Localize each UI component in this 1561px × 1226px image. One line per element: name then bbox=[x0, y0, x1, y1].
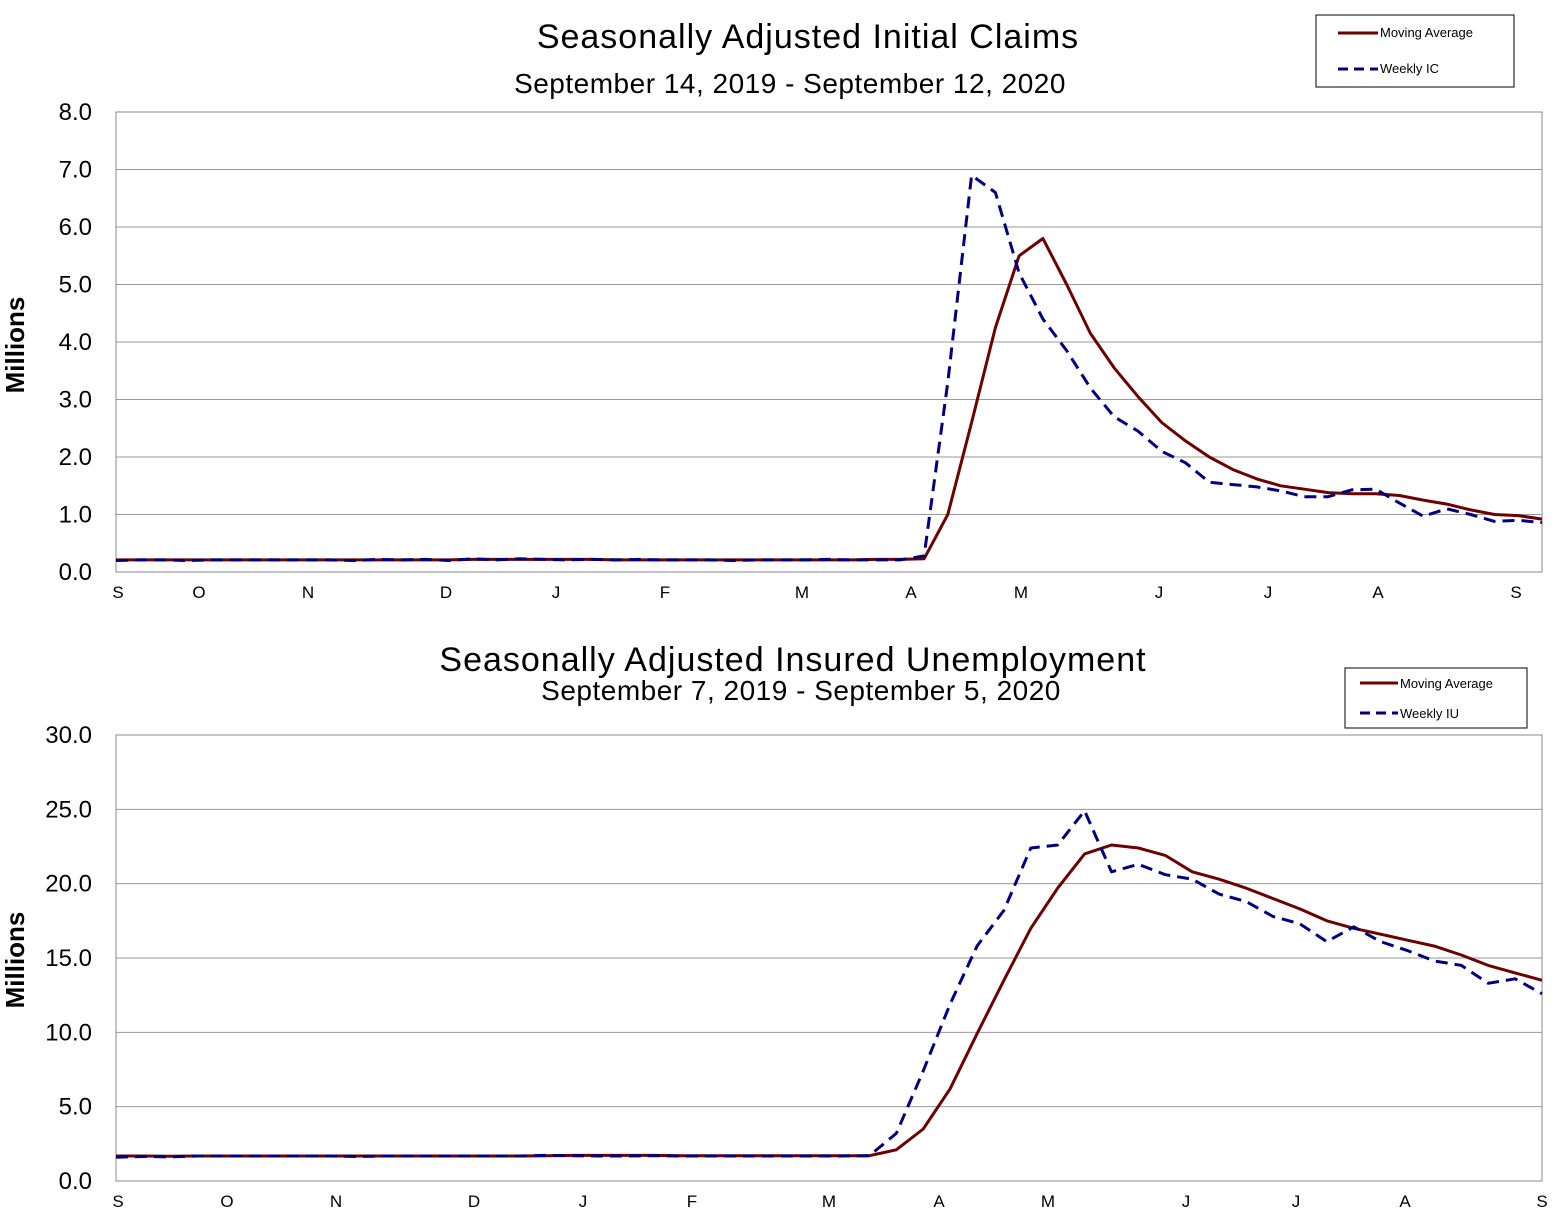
x-tick-label: J bbox=[579, 1192, 588, 1211]
x-tick-label: J bbox=[1292, 1192, 1301, 1211]
legend: Moving Average Weekly IC bbox=[1315, 14, 1515, 88]
gridlines bbox=[116, 808, 1542, 1108]
y-tick-labels: 0.0 1.0 2.0 3.0 4.0 5.0 6.0 7.0 8.0 bbox=[59, 99, 92, 586]
chart-subtitle: September 7, 2019 - September 5, 2020 bbox=[541, 675, 1061, 706]
y-tick-label: 7.0 bbox=[59, 157, 92, 184]
legend-box bbox=[1344, 667, 1528, 729]
legend-label-moving-average: Moving Average bbox=[1400, 676, 1493, 691]
y-tick-label: 10.0 bbox=[45, 1019, 92, 1046]
x-tick-label: M bbox=[1041, 1192, 1055, 1211]
y-axis-label: Millions bbox=[0, 912, 30, 1009]
x-tick-label: J bbox=[1264, 583, 1273, 602]
x-tick-label: A bbox=[905, 583, 917, 602]
legend-box bbox=[1315, 14, 1515, 88]
y-tick-label: 20.0 bbox=[45, 871, 92, 898]
series-line-weekly-ic bbox=[115, 173, 1543, 562]
chart-insured-unemployment: Seasonally Adjusted Insured Unemployment… bbox=[0, 641, 1548, 1211]
x-tick-label: J bbox=[1182, 1192, 1191, 1211]
x-tick-label: M bbox=[795, 583, 809, 602]
gridlines bbox=[116, 169, 1542, 515]
y-tick-label: 4.0 bbox=[59, 329, 92, 356]
legend-label-weekly-ic: Weekly IC bbox=[1380, 61, 1439, 76]
x-tick-label: A bbox=[1399, 1192, 1411, 1211]
y-tick-label: 25.0 bbox=[45, 796, 92, 823]
y-tick-label: 5.0 bbox=[59, 1094, 92, 1121]
y-tick-label: 30.0 bbox=[45, 722, 92, 749]
x-tick-label: F bbox=[687, 1192, 697, 1211]
x-tick-label: D bbox=[468, 1192, 480, 1211]
y-tick-label: 5.0 bbox=[59, 272, 92, 299]
y-tick-label: 6.0 bbox=[59, 214, 92, 241]
x-tick-label: S bbox=[112, 583, 123, 602]
x-tick-label: M bbox=[1014, 583, 1028, 602]
y-tick-label: 0.0 bbox=[59, 559, 92, 586]
x-tick-label: S bbox=[1510, 583, 1521, 602]
series-line-weekly-iu bbox=[115, 809, 1543, 1159]
x-tick-label: D bbox=[440, 583, 452, 602]
chart-title: Seasonally Adjusted Initial Claims bbox=[537, 18, 1079, 56]
plot-area-frame bbox=[115, 734, 1543, 1182]
x-tick-label: J bbox=[552, 583, 561, 602]
x-tick-label: N bbox=[330, 1192, 342, 1211]
y-axis-label: Millions bbox=[0, 297, 30, 394]
x-tick-label: J bbox=[1155, 583, 1164, 602]
y-tick-label: 2.0 bbox=[59, 444, 92, 471]
chart-subtitle: September 14, 2019 - September 12, 2020 bbox=[514, 68, 1066, 99]
x-tick-label: F bbox=[660, 583, 670, 602]
x-tick-label: O bbox=[220, 1192, 233, 1211]
y-tick-labels: 0.0 5.0 10.0 15.0 20.0 25.0 30.0 bbox=[45, 722, 92, 1195]
series-line-moving-average bbox=[116, 843, 1543, 1158]
x-tick-label: M bbox=[822, 1192, 836, 1211]
legend: Moving Average Weekly IU bbox=[1344, 667, 1528, 729]
y-tick-label: 3.0 bbox=[59, 387, 92, 414]
x-tick-label: N bbox=[302, 583, 314, 602]
x-tick-label: A bbox=[1372, 583, 1384, 602]
chart-initial-claims: Seasonally Adjusted Initial Claims Septe… bbox=[0, 14, 1543, 602]
legend-label-weekly-iu: Weekly IU bbox=[1400, 706, 1459, 721]
x-tick-label: O bbox=[192, 583, 205, 602]
series-lines bbox=[115, 809, 1543, 1159]
plot-area-frame bbox=[115, 111, 1543, 573]
x-tick-label: A bbox=[933, 1192, 945, 1211]
y-tick-label: 15.0 bbox=[45, 945, 92, 972]
series-lines bbox=[115, 173, 1543, 562]
y-tick-label: 0.0 bbox=[59, 1168, 92, 1195]
x-tick-label: S bbox=[1536, 1192, 1547, 1211]
x-tick-label: S bbox=[112, 1192, 123, 1211]
y-tick-label: 8.0 bbox=[59, 99, 92, 126]
legend-label-moving-average: Moving Average bbox=[1380, 25, 1473, 40]
chart-title: Seasonally Adjusted Insured Unemployment bbox=[439, 641, 1146, 679]
y-tick-label: 1.0 bbox=[59, 502, 92, 529]
